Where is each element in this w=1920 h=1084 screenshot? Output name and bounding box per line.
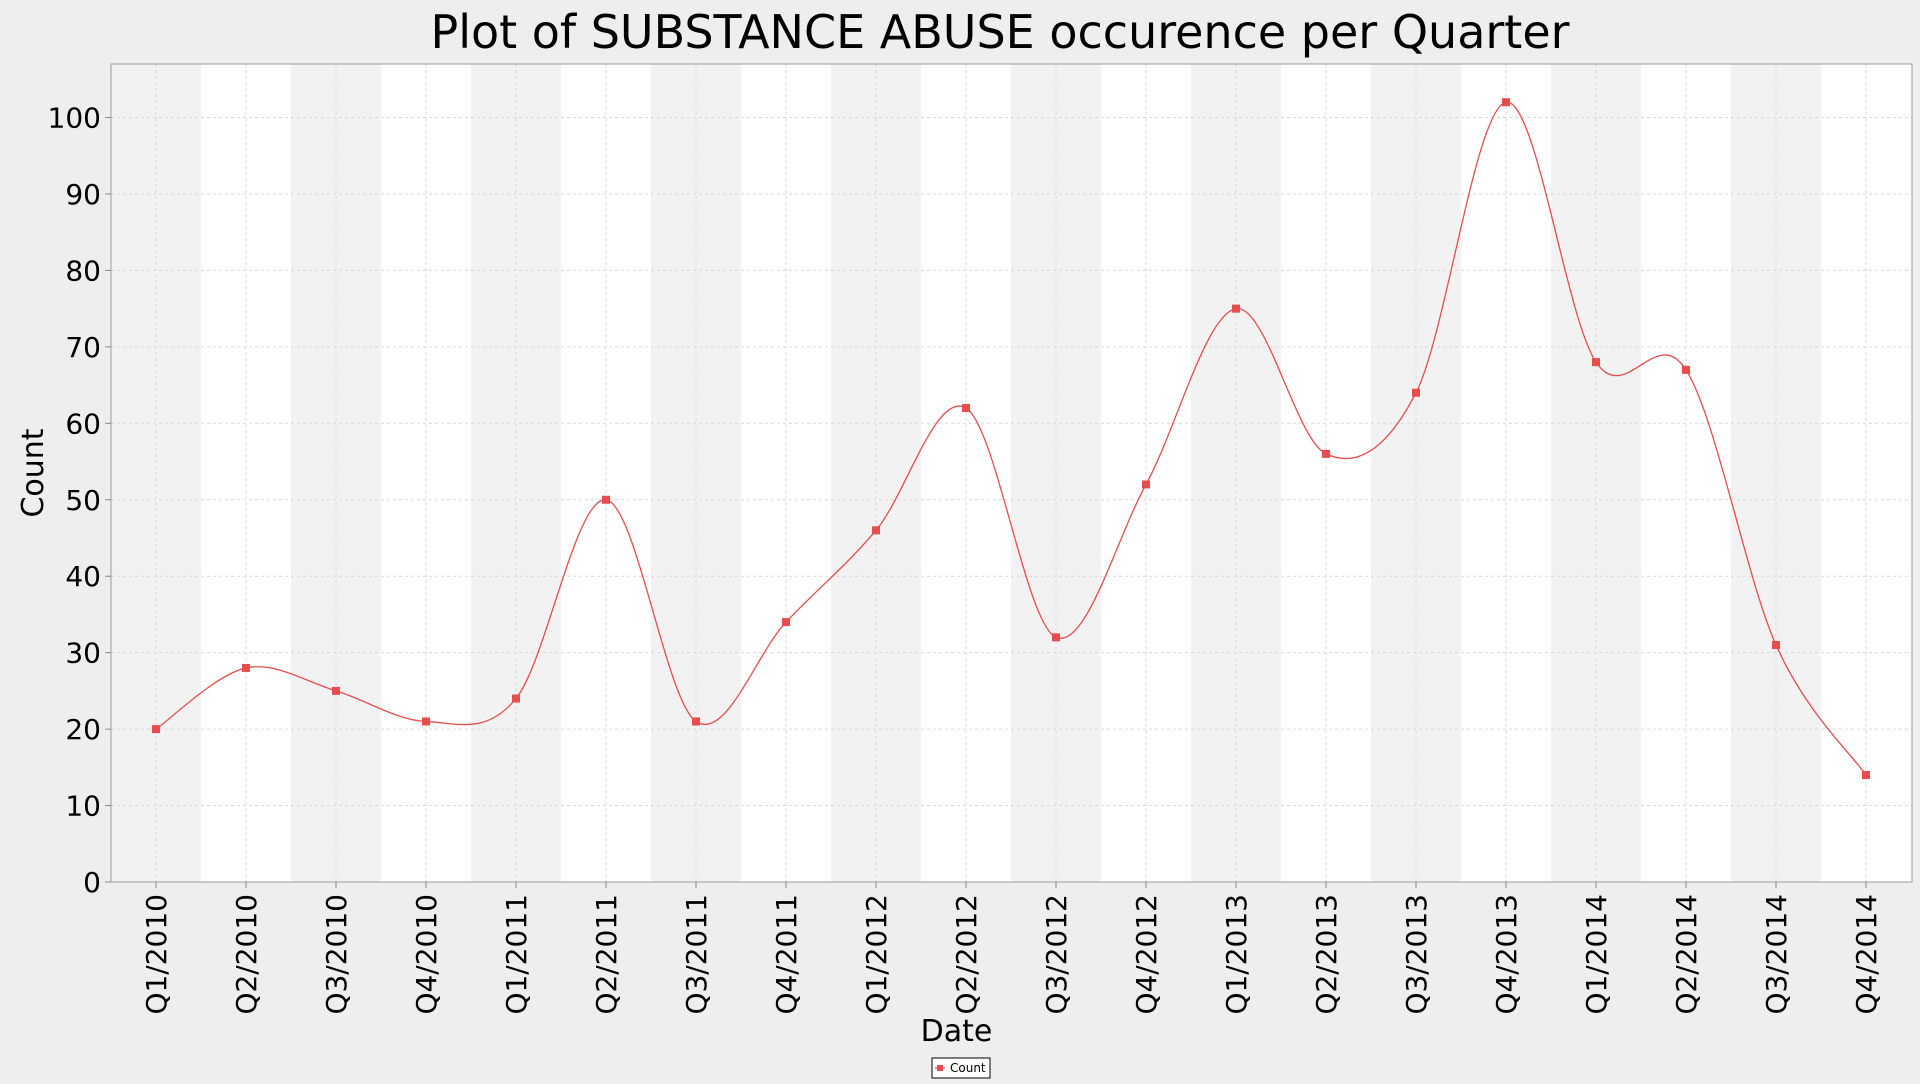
y-tick-label: 100 [48, 102, 101, 135]
data-point [1322, 449, 1330, 458]
x-tick-label: Q2/2010 [230, 894, 263, 1015]
data-point [422, 717, 430, 726]
x-tick-label: Q3/2010 [320, 894, 353, 1015]
data-point [1772, 641, 1780, 650]
data-point [692, 717, 700, 726]
data-point [512, 694, 520, 703]
data-point [332, 686, 340, 695]
y-tick-label: 80 [65, 254, 101, 287]
y-axis-label: Count [16, 428, 51, 517]
data-point [242, 663, 250, 672]
plot-bands [111, 64, 1912, 882]
data-point [152, 725, 160, 734]
x-tick-label: Q3/2014 [1760, 894, 1793, 1015]
data-point [1862, 770, 1870, 779]
series-layer [152, 98, 1870, 779]
data-point [1412, 388, 1420, 397]
data-point [602, 495, 610, 504]
x-axis-label: Date [921, 1014, 993, 1049]
legend-label: Count [950, 1061, 986, 1075]
x-tick-label: Q4/2013 [1490, 894, 1523, 1015]
x-tick-label: Q3/2012 [1040, 894, 1073, 1015]
x-tick-label: Q2/2014 [1670, 894, 1703, 1015]
y-tick-label: 20 [65, 713, 101, 746]
data-point [1142, 480, 1150, 489]
grid-lines [111, 64, 1912, 882]
x-tick-label: Q4/2014 [1850, 894, 1883, 1015]
data-point [872, 526, 880, 535]
data-point [1592, 358, 1600, 367]
y-tick-label: 0 [83, 866, 101, 899]
x-tick-label: Q4/2011 [770, 894, 803, 1015]
x-tick-label: Q2/2012 [950, 894, 983, 1015]
legend-marker-swatch [937, 1065, 943, 1071]
data-point [1232, 304, 1240, 313]
x-tick-label: Q1/2013 [1220, 894, 1253, 1015]
data-point [1052, 633, 1060, 642]
y-axis: 0 10 20 30 40 50 60 70 80 90 100 [48, 102, 111, 899]
x-tick-label: Q4/2012 [1130, 894, 1163, 1015]
chart-title: Plot of SUBSTANCE ABUSE occurence per Qu… [430, 5, 1569, 59]
data-point [1502, 98, 1510, 107]
x-tick-label: Q3/2011 [680, 894, 713, 1015]
y-tick-label: 60 [65, 407, 101, 440]
x-tick-label: Q2/2011 [590, 894, 623, 1015]
y-tick-label: 10 [65, 790, 101, 823]
x-tick-label: Q4/2010 [410, 894, 443, 1015]
x-tick-label: Q2/2013 [1310, 894, 1343, 1015]
legend: Count [931, 1057, 991, 1079]
y-tick-label: 70 [65, 331, 101, 364]
plot-frame [110, 63, 1913, 883]
x-tick-label: Q1/2011 [500, 894, 533, 1015]
x-tick-label: Q1/2012 [860, 894, 893, 1015]
legend-box [931, 1057, 991, 1079]
data-point [782, 618, 790, 627]
x-tick-label: Q1/2014 [1580, 894, 1613, 1015]
x-tick-label: Q3/2013 [1400, 894, 1433, 1015]
x-tick-label: Q1/2010 [140, 894, 173, 1015]
x-axis: Q1/2010 Q2/2010 Q3/2010 Q4/2010 Q1/2011 Q2/20… [140, 882, 1883, 1015]
y-tick-label: 90 [65, 178, 101, 211]
y-tick-label: 50 [65, 484, 101, 517]
y-tick-label: 30 [65, 637, 101, 670]
data-point [1682, 365, 1690, 374]
data-point [962, 404, 970, 413]
y-tick-label: 40 [65, 560, 101, 593]
